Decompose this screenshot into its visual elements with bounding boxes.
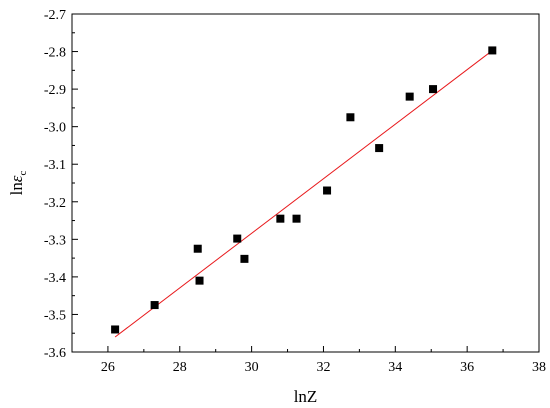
x-tick-label: 30	[245, 360, 259, 375]
x-axis-title: lnZ	[294, 387, 318, 406]
data-point	[233, 234, 242, 243]
data-point	[292, 214, 301, 223]
x-tick-label: 26	[101, 360, 115, 375]
data-point	[346, 113, 355, 122]
y-tick-label: -2.9	[44, 83, 66, 98]
y-tick-label: -3.6	[44, 346, 66, 361]
plot-frame	[71, 13, 540, 353]
data-point	[429, 85, 438, 94]
y-axis-title-subscript: c	[17, 170, 29, 175]
y-tick-label: -3.1	[44, 158, 66, 173]
y-axis-title: lnεc	[7, 170, 29, 195]
data-point	[276, 214, 285, 223]
data-point	[111, 325, 120, 334]
data-point	[488, 46, 497, 55]
data-point	[323, 186, 332, 195]
fit-line-layer	[114, 47, 497, 338]
data-point	[375, 144, 384, 153]
data-point	[405, 92, 414, 101]
x-tick-label: 28	[173, 360, 187, 375]
data-points-layer	[111, 46, 497, 334]
y-tick-label: -2.7	[44, 8, 66, 23]
y-tick-label: -3.2	[44, 196, 66, 211]
y-tick-label: -2.8	[44, 46, 66, 61]
data-point	[240, 254, 249, 263]
y-tick-label: -3.4	[44, 271, 66, 286]
y-tick-label: -3.0	[44, 121, 66, 136]
y-axis-title-symbol: ε	[7, 175, 26, 182]
x-tick-label: 38	[532, 360, 546, 375]
data-point	[150, 301, 159, 310]
data-point	[193, 244, 202, 253]
x-axis-ticks: 26 28 30 32 34 36 38	[71, 346, 546, 375]
x-tick-label: 34	[388, 360, 402, 375]
y-axis-ticks: -2.7 -2.8 -2.9 -3.0 -3.1 -3.2 -3.3 -3.4 -3.5 -3.6	[44, 8, 78, 361]
x-tick-label: 32	[316, 360, 330, 375]
fit-line	[114, 47, 497, 338]
x-tick-label: 36	[460, 360, 474, 375]
y-tick-label: -3.3	[44, 233, 66, 248]
y-tick-label: -3.5	[44, 308, 66, 323]
data-point	[195, 276, 204, 285]
y-axis-title-prefix: ln	[7, 182, 26, 196]
